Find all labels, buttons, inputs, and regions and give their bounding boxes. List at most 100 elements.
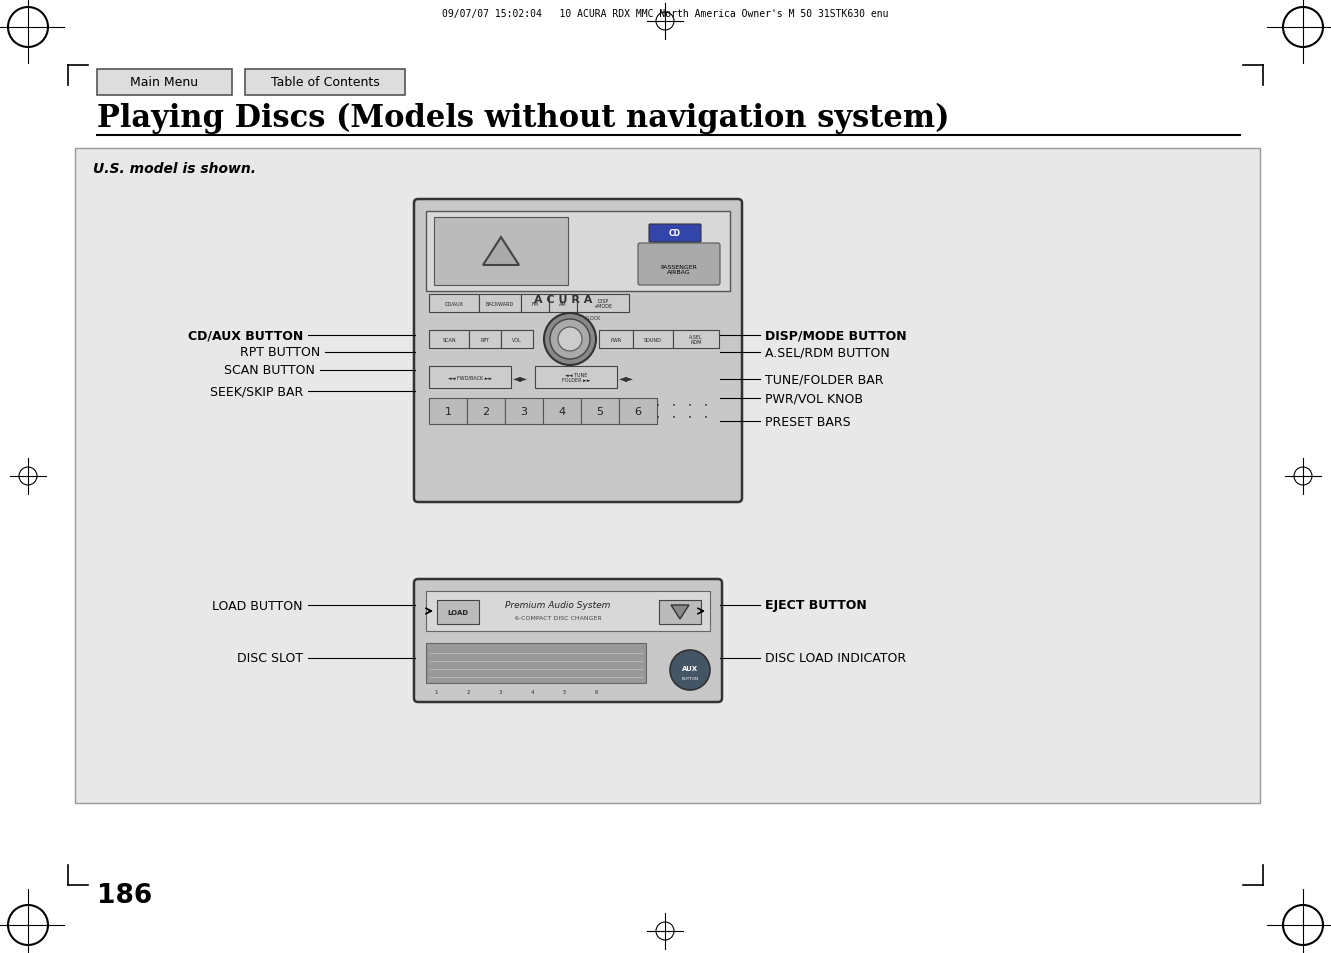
FancyBboxPatch shape (469, 331, 500, 349)
Text: BACKWARD: BACKWARD (486, 301, 514, 306)
FancyBboxPatch shape (426, 212, 729, 292)
FancyBboxPatch shape (97, 70, 232, 96)
FancyBboxPatch shape (429, 294, 479, 313)
FancyBboxPatch shape (437, 600, 479, 624)
FancyBboxPatch shape (504, 398, 543, 424)
Text: AUX: AUX (681, 665, 697, 671)
Text: BUTTON: BUTTON (681, 677, 699, 680)
Text: 1: 1 (445, 407, 451, 416)
Text: U.S. model is shown.: U.S. model is shown. (93, 162, 256, 175)
Text: 4: 4 (530, 689, 534, 694)
Circle shape (558, 328, 582, 352)
FancyBboxPatch shape (548, 294, 578, 313)
Text: 2: 2 (466, 689, 470, 694)
Text: DISC LOAD INDICATOR: DISC LOAD INDICATOR (765, 652, 906, 665)
Text: 2: 2 (482, 407, 490, 416)
Circle shape (669, 650, 709, 690)
Text: A.SEL
RDM: A.SEL RDM (689, 335, 703, 345)
Text: 186: 186 (97, 882, 152, 908)
FancyBboxPatch shape (599, 331, 634, 349)
FancyBboxPatch shape (434, 218, 568, 286)
Text: ◄◄ TUNE
FOLDER ►►: ◄◄ TUNE FOLDER ►► (562, 373, 590, 383)
Text: SCAN: SCAN (442, 337, 455, 342)
Text: SOUND: SOUND (644, 337, 662, 342)
FancyBboxPatch shape (414, 200, 741, 502)
Text: CD/AUX: CD/AUX (445, 301, 463, 306)
Text: •: • (704, 415, 708, 420)
Text: RPT: RPT (480, 337, 490, 342)
Polygon shape (671, 605, 689, 619)
Text: ◄►: ◄► (619, 373, 634, 382)
Text: RPT BUTTON: RPT BUTTON (240, 346, 319, 359)
Text: CD: CD (669, 230, 681, 238)
FancyBboxPatch shape (619, 398, 658, 424)
Text: 4: 4 (559, 407, 566, 416)
FancyBboxPatch shape (467, 398, 504, 424)
Text: AM: AM (559, 301, 567, 306)
FancyBboxPatch shape (414, 579, 721, 702)
Text: PASSENGER
AIRBAG: PASSENGER AIRBAG (660, 264, 697, 275)
Text: •: • (656, 402, 660, 409)
Text: •: • (672, 402, 676, 409)
Text: •: • (704, 402, 708, 409)
Text: •: • (688, 415, 692, 420)
FancyBboxPatch shape (426, 592, 709, 631)
FancyBboxPatch shape (634, 331, 673, 349)
Text: SEEK/SKIP BAR: SEEK/SKIP BAR (210, 385, 303, 398)
Text: SCAN BUTTON: SCAN BUTTON (224, 364, 315, 377)
Text: CD/AUX BUTTON: CD/AUX BUTTON (188, 329, 303, 342)
Text: EJECT BUTTON: EJECT BUTTON (765, 598, 866, 612)
FancyBboxPatch shape (520, 294, 548, 313)
Text: ◄►: ◄► (512, 373, 527, 382)
FancyBboxPatch shape (582, 398, 619, 424)
FancyBboxPatch shape (75, 149, 1260, 803)
Text: A C U R A: A C U R A (534, 294, 592, 305)
Text: FM: FM (531, 301, 539, 306)
Text: Playing Discs (Models without navigation system): Playing Discs (Models without navigation… (97, 102, 949, 133)
Circle shape (544, 314, 596, 366)
FancyBboxPatch shape (543, 398, 582, 424)
FancyBboxPatch shape (535, 367, 618, 389)
Text: 5: 5 (562, 689, 566, 694)
Polygon shape (483, 237, 519, 266)
Text: ◄◄ FWD/BACK ►►: ◄◄ FWD/BACK ►► (447, 375, 492, 380)
Text: •: • (672, 415, 676, 420)
FancyBboxPatch shape (429, 398, 467, 424)
Text: Premium Audio System: Premium Audio System (506, 601, 611, 610)
Text: LOAD: LOAD (447, 609, 469, 616)
FancyBboxPatch shape (479, 294, 520, 313)
Text: •: • (688, 402, 692, 409)
FancyBboxPatch shape (245, 70, 405, 96)
Text: A.SEL/RDM BUTTON: A.SEL/RDM BUTTON (765, 346, 889, 359)
Text: •: • (656, 415, 660, 420)
Text: 6-COMPACT DISC CHANGER: 6-COMPACT DISC CHANGER (515, 615, 602, 619)
FancyBboxPatch shape (638, 244, 720, 286)
FancyBboxPatch shape (650, 225, 701, 243)
Text: LOAD BUTTON: LOAD BUTTON (213, 598, 303, 612)
Text: PWR/VOL KNOB: PWR/VOL KNOB (765, 392, 862, 405)
Text: Main Menu: Main Menu (130, 76, 198, 90)
FancyBboxPatch shape (429, 367, 511, 389)
FancyBboxPatch shape (426, 643, 646, 683)
Text: 09/07/07 15:02:04   10 ACURA RDX MMC North America Owner's M 50 31STK630 enu: 09/07/07 15:02:04 10 ACURA RDX MMC North… (442, 9, 888, 19)
Text: DISP/MODE BUTTON: DISP/MODE BUTTON (765, 329, 906, 342)
Text: 3: 3 (498, 689, 502, 694)
Text: TUNE/FOLDER BAR: TUNE/FOLDER BAR (765, 374, 884, 386)
Text: 6: 6 (594, 689, 598, 694)
FancyBboxPatch shape (578, 294, 630, 313)
Text: VOL: VOL (512, 337, 522, 342)
Text: CLOCK: CLOCK (586, 315, 602, 320)
FancyBboxPatch shape (673, 331, 719, 349)
Text: 5: 5 (596, 407, 603, 416)
Text: 3: 3 (520, 407, 527, 416)
Text: DISP
+MODE: DISP +MODE (594, 298, 612, 309)
Text: 6: 6 (635, 407, 642, 416)
FancyBboxPatch shape (429, 331, 469, 349)
Text: DISC SLOT: DISC SLOT (237, 652, 303, 665)
Circle shape (550, 319, 590, 359)
FancyBboxPatch shape (500, 331, 532, 349)
Text: PWR: PWR (611, 337, 622, 342)
Text: PRESET BARS: PRESET BARS (765, 416, 851, 428)
Text: 1: 1 (434, 689, 438, 694)
FancyBboxPatch shape (659, 600, 701, 624)
